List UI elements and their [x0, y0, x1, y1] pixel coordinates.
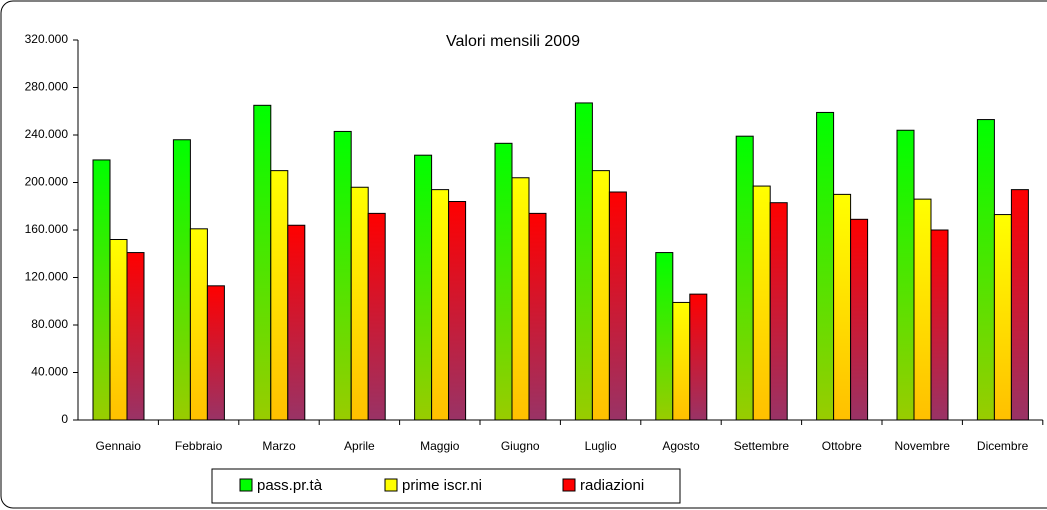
y-tick-label: 80.000: [31, 317, 68, 331]
x-tick-label: Aprile: [344, 439, 375, 453]
y-tick-label: 0: [61, 412, 68, 426]
bar: [655, 252, 674, 421]
bar: [591, 170, 610, 421]
bar: [350, 186, 369, 421]
y-tick-label: 240.000: [25, 127, 69, 141]
bar: [494, 142, 513, 421]
x-tick-label: Febbraio: [175, 439, 223, 453]
x-tick-label: Settembre: [734, 439, 790, 453]
y-tick-label: 160.000: [25, 222, 69, 236]
bar: [414, 154, 433, 421]
bar: [206, 285, 225, 421]
x-tick-label: Ottobre: [822, 439, 862, 453]
x-tick-label: Luglio: [585, 439, 617, 453]
bar: [850, 218, 869, 421]
bar: [126, 252, 145, 421]
legend: [211, 468, 681, 504]
bar: [608, 191, 627, 421]
bar: [109, 239, 128, 421]
bar: [287, 224, 306, 421]
legend-swatch: [384, 478, 398, 492]
bar: [976, 119, 995, 421]
bar: [172, 139, 191, 421]
bar: [431, 189, 450, 421]
x-tick-label: Giugno: [501, 439, 540, 453]
legend-swatch: [239, 478, 253, 492]
legend-swatch: [562, 478, 576, 492]
bar: [92, 159, 111, 421]
bar: [735, 135, 754, 421]
bar: [913, 198, 932, 421]
y-tick-label: 120.000: [25, 270, 69, 284]
y-tick-label: 320.000: [25, 32, 69, 46]
bar: [448, 201, 467, 421]
bar: [672, 301, 691, 421]
bar: [189, 228, 208, 421]
legend-label: prime iscr.ni: [402, 477, 482, 494]
bar: [769, 202, 788, 421]
y-tick-label: 40.000: [31, 365, 68, 379]
y-tick-label: 200.000: [25, 175, 69, 189]
bar: [752, 185, 771, 421]
bar: [833, 193, 852, 421]
bar: [367, 212, 386, 421]
bar: [896, 129, 915, 421]
bar: [1010, 189, 1029, 421]
bar: [993, 214, 1012, 421]
legend-label: pass.pr.tà: [257, 477, 323, 494]
bar: [333, 130, 352, 421]
bar: [253, 104, 272, 421]
bar: [689, 293, 708, 421]
bar: [930, 229, 949, 421]
bar: [816, 111, 835, 421]
x-tick-label: Novembre: [895, 439, 951, 453]
chart-title: Valori mensili 2009: [446, 33, 580, 50]
bar: [528, 212, 547, 421]
x-tick-label: Gennaio: [96, 439, 142, 453]
bar: [574, 102, 593, 421]
x-tick-label: Agosto: [662, 439, 700, 453]
legend-label: radiazioni: [580, 477, 644, 494]
x-tick-label: Marzo: [262, 439, 296, 453]
x-tick-label: Dicembre: [977, 439, 1029, 453]
bar: [270, 170, 289, 421]
bar: [511, 177, 530, 421]
y-tick-label: 280.000: [25, 80, 69, 94]
x-tick-label: Maggio: [420, 439, 460, 453]
